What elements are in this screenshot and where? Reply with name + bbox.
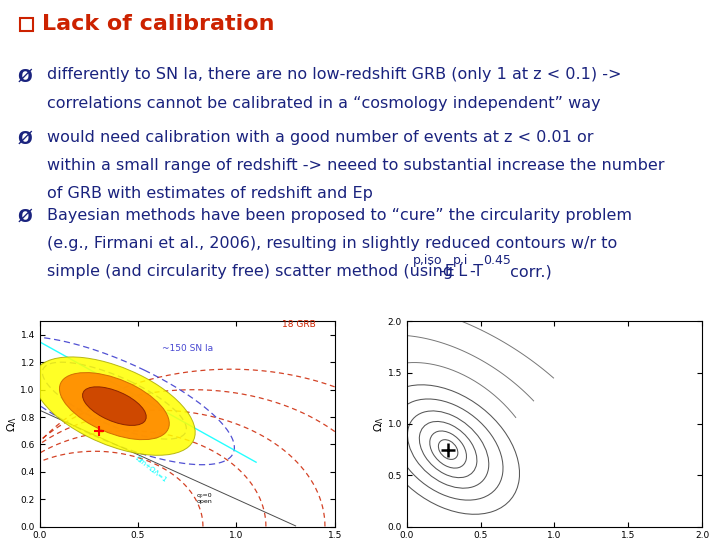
Text: 0.45: 0.45 [483, 254, 511, 267]
Text: differently to SN Ia, there are no low-redshift GRB (only 1 at z < 0.1) ->: differently to SN Ia, there are no low-r… [47, 68, 621, 83]
Bar [20, 18, 33, 31]
Text: -E: -E [439, 264, 455, 279]
Text: Lack of calibration: Lack of calibration [42, 14, 274, 35]
Text: simple (and circularity free) scatter method (using L: simple (and circularity free) scatter me… [47, 264, 467, 279]
Ellipse shape [83, 387, 146, 426]
Text: corr.): corr.) [505, 264, 552, 279]
Y-axis label: $\Omega_\Lambda$: $\Omega_\Lambda$ [5, 416, 19, 432]
Text: Ø: Ø [18, 130, 32, 147]
Ellipse shape [34, 357, 195, 455]
Text: -T: -T [469, 264, 484, 279]
Text: Ωm+ΩΛ=1: Ωm+ΩΛ=1 [134, 455, 168, 484]
Text: Ø: Ø [18, 68, 32, 85]
Text: correlations cannot be calibrated in a “cosmology independent” way: correlations cannot be calibrated in a “… [47, 96, 600, 111]
Ellipse shape [60, 373, 169, 440]
Text: 18 GRB: 18 GRB [282, 320, 315, 329]
Y-axis label: $\Omega_\Lambda$: $\Omega_\Lambda$ [372, 416, 386, 432]
Text: q₀=0
open: q₀=0 open [197, 494, 213, 504]
Text: p,i: p,i [454, 254, 469, 267]
Text: within a small range of redshift -> neeed to substantial increase the number: within a small range of redshift -> neee… [47, 158, 665, 173]
Text: Bayesian methods have been proposed to “cure” the circularity problem: Bayesian methods have been proposed to “… [47, 208, 632, 223]
Text: (e.g., Firmani et al., 2006), resulting in slightly reduced contours w/r to: (e.g., Firmani et al., 2006), resulting … [47, 236, 617, 251]
Text: p,iso: p,iso [413, 254, 442, 267]
Text: would need calibration with a good number of events at z < 0.01 or: would need calibration with a good numbe… [47, 130, 593, 145]
Text: Ø: Ø [18, 208, 32, 226]
Text: ~150 SN Ia: ~150 SN Ia [161, 345, 212, 353]
Text: of GRB with estimates of redshift and Ep: of GRB with estimates of redshift and Ep [47, 186, 373, 201]
